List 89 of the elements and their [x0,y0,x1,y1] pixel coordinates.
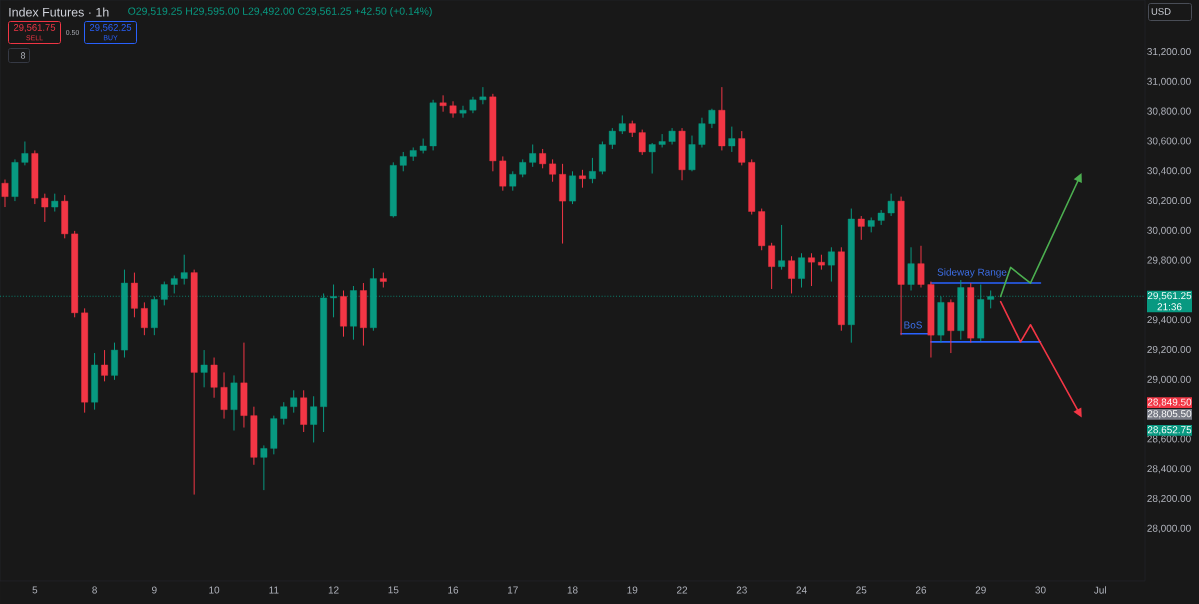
y-tick-label: 30,200.00 [1147,196,1191,206]
annotation: 29,561.75 [13,24,56,32]
candlestick [220,371,228,420]
candlestick [887,193,895,217]
y-tick-label: 29,000.00 [1147,375,1191,384]
x-tick-label: 10 [209,586,220,594]
candlestick [738,130,746,166]
x-tick-label: 15 [388,586,399,594]
x-tick-label: 29 [975,586,986,594]
text: O29,519.25 H29,595.00 L29,492.00 C29,561.25 +42.50 (+0.14%) [128,7,432,17]
text: 28,652.75 [1147,426,1192,435]
candlestick [200,349,208,388]
annotation: Sideway Range [937,268,1007,278]
candlestick [798,252,805,289]
x-tick-label: 12 [328,586,339,594]
candlestick [788,255,795,294]
y-tick-label: 28,000.00 [1147,524,1191,533]
x-tick-label: 30 [1035,586,1046,594]
candlestick [280,401,288,426]
x-tick-label: 8 [92,586,97,594]
annotation: 29,562.25 [89,24,132,32]
chart-title: Index Futures · 1h [9,7,109,17]
candlestick [778,224,785,271]
candlestick [21,141,29,166]
x-tick-label: 24 [796,586,807,594]
candlestick [618,114,626,135]
x-tick-label: 17 [508,586,518,594]
candlestick [857,215,865,241]
candlestick [728,126,736,153]
candlestick [141,301,148,336]
x-tick-label: 25 [856,586,867,594]
y-tick-label: 28,600.00 [1147,435,1191,444]
candlestick [101,349,108,382]
x-tick-label: 19 [627,586,638,594]
candlestick [708,108,716,129]
candlestick [210,357,218,399]
text: USD [1151,8,1171,15]
candlestick [828,246,835,283]
candlestick [260,444,268,491]
y-tick-label: 29,400.00 [1147,316,1191,325]
candlestick [290,389,298,414]
x-tick-label: Jul [1094,586,1106,594]
candlestick [698,117,706,148]
candlestick [638,129,646,156]
y-tick-label: 28,400.00 [1147,465,1191,474]
y-tick-label: 28,200.00 [1147,494,1191,504]
candlestick [539,148,547,169]
text: 21:36 [1157,303,1182,311]
x-tick-label: 11 [269,586,279,594]
candlestick [658,133,666,148]
candlestick [768,242,776,290]
text: 28,805.50 [1147,410,1192,419]
candlestick [907,246,915,291]
candlestick [917,245,925,289]
x-tick-label: 18 [567,586,578,594]
candlestick [449,100,457,119]
annotation: BoS [904,321,922,329]
text: 28,849.50 [1147,398,1192,407]
ref-line-label: 29,561.25 [1147,292,1192,301]
y-tick-label: 30,800.00 [1147,107,1191,116]
candlestick [399,151,407,172]
x-tick-label: 16 [448,586,459,594]
y-tick-label: 29,200.00 [1147,345,1191,355]
candlestick [41,193,49,223]
y-tick-label: 29,800.00 [1147,256,1191,265]
candlestick [439,94,447,113]
candlestick [1,179,9,208]
candlestick [589,157,596,184]
x-tick-label: 23 [736,586,747,594]
candlestick [509,170,517,192]
candlestick [310,395,318,443]
candlestick [180,254,188,286]
y-tick-label: 30,400.00 [1147,167,1191,176]
candlestick [648,142,656,175]
candlestick [808,252,815,287]
x-tick-label: 5 [32,586,38,594]
y-tick-label: 31,000.00 [1147,77,1191,87]
y-tick-label: 31,200.00 [1147,48,1191,57]
x-tick-label: 9 [152,586,157,594]
y-tick-label: 30,000.00 [1147,226,1191,236]
candlestick [459,105,467,119]
candlestick [608,127,616,150]
annotation: 8 [20,52,26,59]
candlestick [479,86,487,105]
x-tick-label: 22 [677,586,688,594]
candlestick [529,143,537,168]
y-tick-label: 30,600.00 [1147,137,1191,146]
candlestick [549,158,556,183]
x-tick-label: 26 [915,586,927,594]
